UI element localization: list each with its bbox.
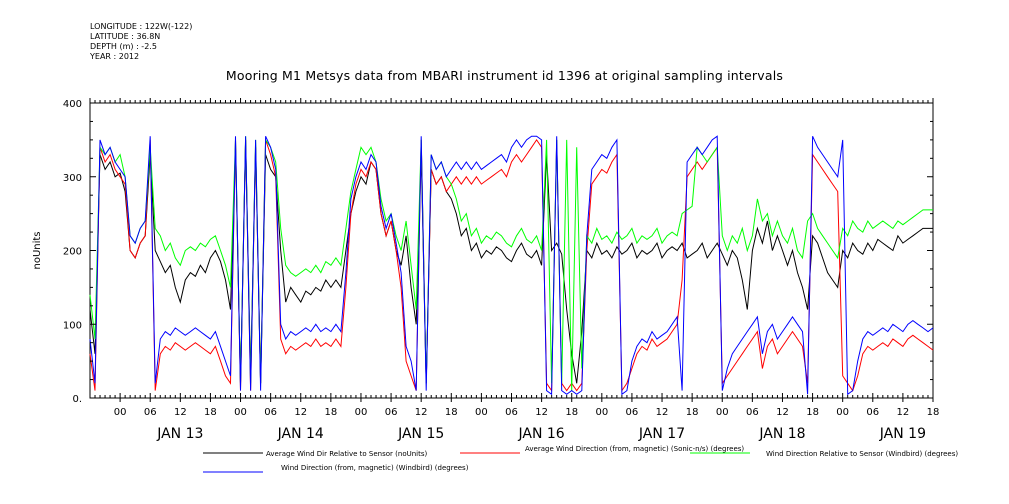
x-tick-label: 06 — [866, 407, 879, 418]
x-tick-label: 06 — [264, 407, 277, 418]
x-tick-label: 12 — [174, 407, 187, 418]
series-layer — [89, 135, 934, 396]
x-tick-label: 12 — [656, 407, 669, 418]
x-tick-label: 06 — [144, 407, 157, 418]
x-day-label: JAN 14 — [277, 426, 324, 442]
x-tick-label: 00 — [716, 407, 729, 418]
x-tick-label: 00 — [355, 407, 368, 418]
chart-title: Mooring M1 Metsys data from MBARI instru… — [225, 68, 784, 83]
x-tick-label: 12 — [776, 407, 789, 418]
y-tick-label: 100 — [63, 320, 82, 331]
x-tick-label: 18 — [806, 407, 819, 418]
x-day-label: JAN 15 — [397, 426, 444, 442]
x-tick-label: 06 — [385, 407, 398, 418]
x-day-label: JAN 18 — [758, 426, 805, 442]
y-tick-label: 200 — [63, 247, 82, 258]
legend-label-3: Wind Direction Relative to Sensor (Windb… — [766, 450, 958, 458]
x-tick-label: 12 — [294, 407, 307, 418]
x-tick-label: 06 — [746, 407, 759, 418]
x-tick-label: 18 — [445, 407, 458, 418]
x-tick-label: 12 — [897, 407, 910, 418]
x-tick-label: 00 — [595, 407, 608, 418]
x-tick-label: 18 — [324, 407, 337, 418]
x-tick-label: 06 — [626, 407, 639, 418]
x-tick-label: 18 — [204, 407, 217, 418]
x-tick-label: 00 — [836, 407, 849, 418]
y-tick-label: 0. — [72, 394, 82, 405]
y-tick-label: 400 — [63, 99, 82, 110]
x-tick-label: 00 — [475, 407, 488, 418]
x-tick-label: 12 — [535, 407, 548, 418]
legend-label-2: Average Wind Direction (from, magnetic) … — [525, 445, 744, 453]
x-tick-label: 12 — [415, 407, 428, 418]
axis-layer: 0. 100 200 300 400 noUnits 00 06 12 18 00 06 12 18 00 0… — [32, 98, 939, 442]
x-tick-label: 00 — [114, 407, 127, 418]
x-day-label: JAN 19 — [879, 426, 926, 442]
legend-label-1: Average Wind Dir Relative to Sensor (noU… — [266, 450, 427, 458]
x-day-label: JAN 16 — [518, 426, 565, 442]
x-day-label: JAN 17 — [638, 426, 685, 442]
x-tick-label: 06 — [505, 407, 518, 418]
longitude-line: LONGITUDE : 122W(-122) — [90, 22, 193, 31]
x-day-label: JAN 13 — [156, 426, 203, 442]
year-line: YEAR : 2012 — [90, 52, 140, 61]
metadata-block: LONGITUDE : 122W(-122) LATITUDE : 36.8N … — [90, 22, 192, 62]
x-tick-label: 18 — [686, 407, 699, 418]
legend: Average Wind Dir Relative to Sensor (noU… — [203, 445, 958, 473]
legend-label-4: Wind Direction (from, magnetic) (Windbir… — [281, 464, 469, 472]
x-tick-label: 00 — [234, 407, 247, 418]
y-tick-label: 300 — [63, 173, 82, 184]
series-line-4 — [89, 135, 934, 396]
series-line-2 — [89, 139, 934, 393]
latitude-line: LATITUDE : 36.8N — [90, 32, 161, 41]
x-tick-label: 18 — [927, 407, 940, 418]
series-line-1 — [89, 139, 933, 384]
y-axis-label: noUnits — [32, 231, 43, 269]
x-tick-label: 18 — [565, 407, 578, 418]
series-line-3 — [89, 136, 933, 391]
depth-line: DEPTH (m) : -2.5 — [90, 42, 157, 51]
